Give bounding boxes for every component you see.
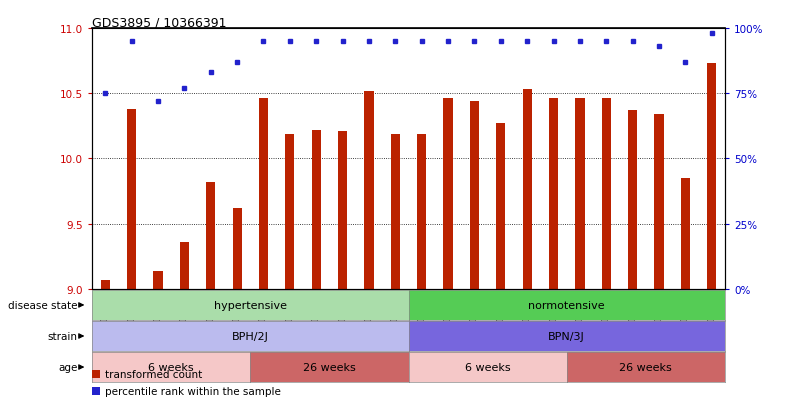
Text: GDS3895 / 10366391: GDS3895 / 10366391 [92, 17, 227, 29]
Text: strain: strain [47, 331, 78, 341]
Bar [338, 132, 347, 289]
Bar [391, 134, 400, 289]
Bar [549, 99, 558, 289]
Text: normotensive: normotensive [529, 300, 605, 310]
Bar [602, 99, 611, 289]
Text: disease state: disease state [8, 300, 78, 310]
Bar [92, 387, 100, 395]
Text: transformed count: transformed count [106, 369, 203, 379]
Bar [259, 99, 268, 289]
Bar [127, 109, 136, 289]
Text: 26 weeks: 26 weeks [619, 362, 672, 372]
Text: BPH/2J: BPH/2J [231, 331, 269, 341]
Bar [707, 64, 716, 289]
Bar [522, 90, 532, 289]
Bar [285, 134, 295, 289]
Text: 6 weeks: 6 weeks [148, 362, 194, 372]
Text: 6 weeks: 6 weeks [465, 362, 510, 372]
Bar [470, 102, 479, 289]
Bar [417, 134, 426, 289]
Bar [575, 99, 585, 289]
Bar [154, 271, 163, 289]
Text: BPN/3J: BPN/3J [549, 331, 585, 341]
Text: 26 weeks: 26 weeks [303, 362, 356, 372]
Bar [628, 111, 638, 289]
Bar [654, 115, 663, 289]
Bar [364, 91, 373, 289]
Bar [101, 280, 110, 289]
Bar [92, 370, 100, 378]
Text: percentile rank within the sample: percentile rank within the sample [106, 386, 281, 396]
Bar [496, 124, 505, 289]
Text: hypertensive: hypertensive [214, 300, 287, 310]
Bar [312, 131, 321, 289]
Bar [206, 183, 215, 289]
Bar [179, 242, 189, 289]
Bar [232, 209, 242, 289]
Bar [681, 178, 690, 289]
Bar [444, 99, 453, 289]
Text: age: age [58, 362, 78, 372]
